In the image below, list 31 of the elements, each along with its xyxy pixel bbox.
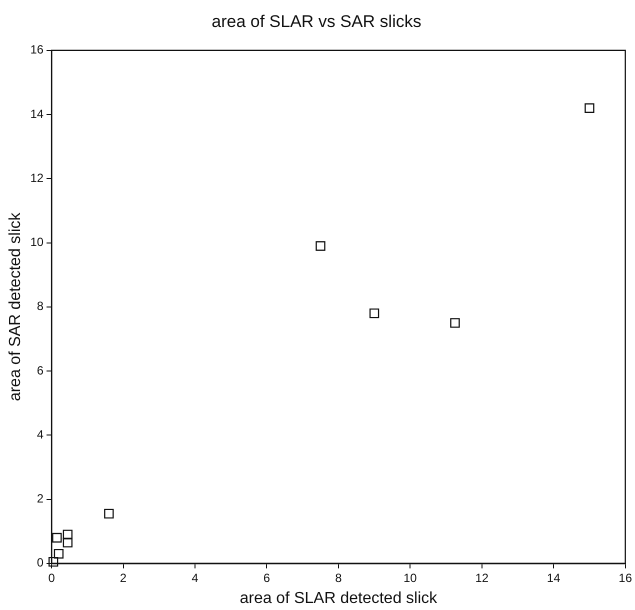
y-axis-title: area of SAR detected slick <box>7 212 24 402</box>
x-tick-label: 14 <box>546 570 561 585</box>
x-tick-label: 0 <box>48 570 56 585</box>
point <box>54 548 64 559</box>
y-tick-label: 4 <box>36 427 44 442</box>
x-tick-label: 16 <box>618 570 632 585</box>
y-tick-label: 12 <box>30 170 44 185</box>
point <box>104 508 114 519</box>
y-tick-label: 0 <box>36 556 44 570</box>
point <box>584 103 594 113</box>
x-tick-label: 6 <box>263 570 270 585</box>
y-tick-label: 8 <box>36 299 44 314</box>
point <box>62 538 73 548</box>
x-tick-label: 8 <box>335 570 342 585</box>
point <box>62 530 73 540</box>
point <box>369 308 380 318</box>
point <box>450 318 460 328</box>
x-axis-title: area of SLAR detected slick <box>240 590 438 607</box>
point <box>52 532 62 543</box>
y-tick-label: 14 <box>30 106 44 121</box>
point <box>316 241 326 251</box>
x-tick-label: 10 <box>403 570 418 585</box>
y-tick-label: 16 <box>30 42 44 57</box>
y-tick-label: 6 <box>36 363 44 378</box>
y-tick-label: 10 <box>30 235 44 250</box>
point <box>48 556 58 567</box>
chart-title: area of SLAR vs SAR slicks <box>212 12 422 31</box>
x-tick-label: 2 <box>120 570 127 585</box>
y-tick-label: 2 <box>36 492 44 506</box>
x-tick-label: 4 <box>192 570 199 585</box>
x-tick-label: 12 <box>475 570 489 585</box>
